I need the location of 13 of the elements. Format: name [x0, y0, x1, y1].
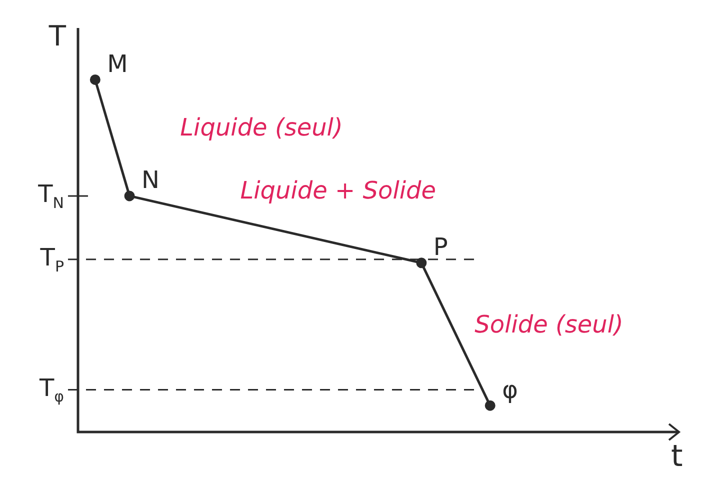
point: [124, 190, 135, 202]
annotation: P: [433, 233, 448, 262]
annotation: φ: [502, 376, 518, 404]
annotation: Liquide (seul): [180, 113, 343, 142]
text: M: [107, 50, 128, 78]
x-axis-title: t: [671, 438, 683, 474]
point: [90, 74, 100, 85]
y-axis-title: T: [48, 19, 67, 52]
annotation: Liquide + Solide: [240, 176, 436, 205]
annotation: Solide (seul): [474, 310, 624, 339]
annotation: N: [142, 166, 160, 194]
point: [416, 258, 427, 268]
point: [484, 400, 496, 411]
